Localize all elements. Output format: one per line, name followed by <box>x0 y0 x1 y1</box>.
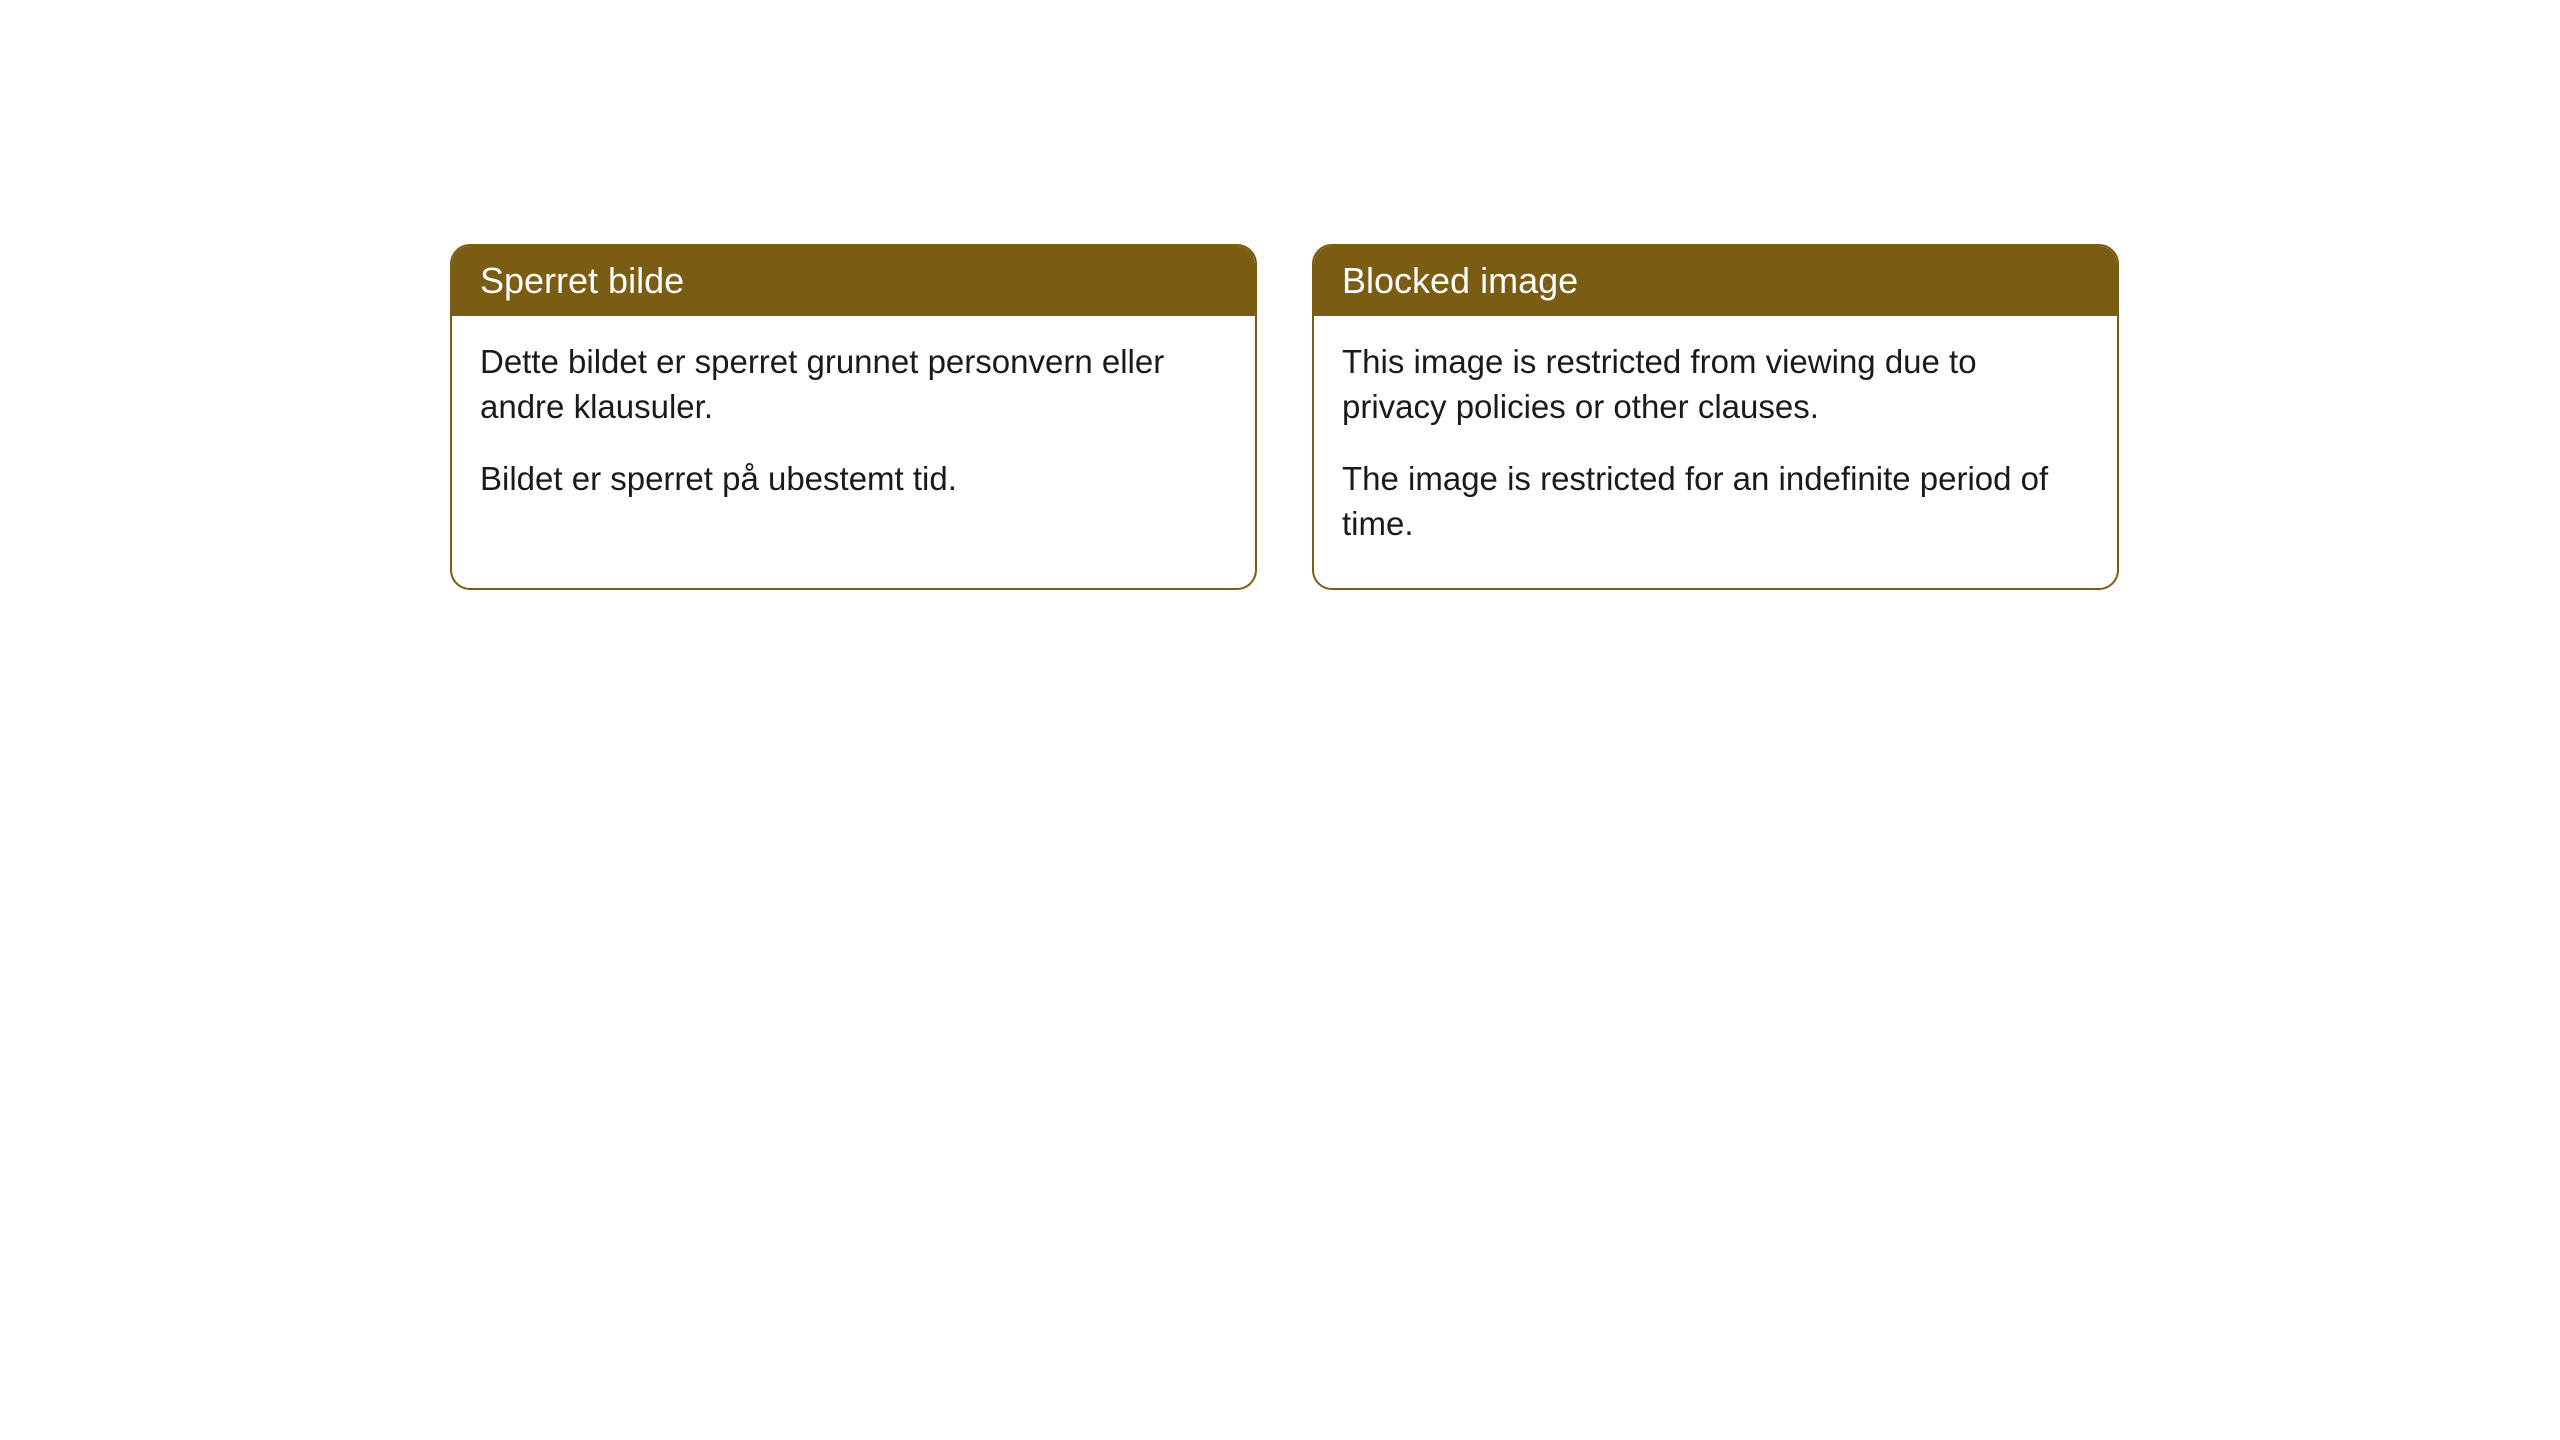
card-text-line2: The image is restricted for an indefinit… <box>1342 457 2089 546</box>
notice-cards-container: Sperret bilde Dette bildet er sperret gr… <box>450 244 2560 590</box>
card-text-line2: Bildet er sperret på ubestemt tid. <box>480 457 1227 502</box>
card-title: Sperret bilde <box>480 260 684 301</box>
card-header-norwegian: Sperret bilde <box>452 246 1255 316</box>
card-header-english: Blocked image <box>1314 246 2117 316</box>
notice-card-english: Blocked image This image is restricted f… <box>1312 244 2119 590</box>
card-body-norwegian: Dette bildet er sperret grunnet personve… <box>452 316 1255 544</box>
card-body-english: This image is restricted from viewing du… <box>1314 316 2117 588</box>
card-title: Blocked image <box>1342 260 1578 301</box>
card-text-line1: Dette bildet er sperret grunnet personve… <box>480 340 1227 429</box>
card-text-line1: This image is restricted from viewing du… <box>1342 340 2089 429</box>
notice-card-norwegian: Sperret bilde Dette bildet er sperret gr… <box>450 244 1257 590</box>
